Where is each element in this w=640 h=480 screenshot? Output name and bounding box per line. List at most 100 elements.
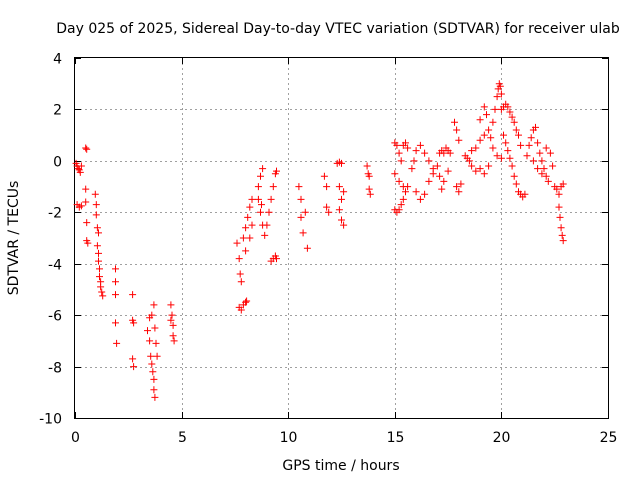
data-point [395,149,403,157]
data-point [440,177,448,185]
data-point [476,116,484,124]
data-point [148,311,156,319]
data-point [233,239,241,247]
data-point [95,257,102,265]
data-point [112,278,119,286]
data-point [91,190,99,198]
data-point [297,195,305,203]
data-point [338,195,345,203]
data-point [558,231,566,239]
data-point [508,162,516,170]
data-point [397,201,405,209]
data-point [150,386,158,394]
data-point [506,108,514,116]
data-point [517,141,525,149]
data-point [489,118,497,126]
data-point [536,149,544,157]
data-point [453,126,461,134]
data-point [84,239,92,247]
y-tick-label: -2 [48,206,62,222]
data-point [412,147,420,155]
data-point [147,352,155,360]
data-point [393,141,401,149]
y-tick-label: -10 [39,412,62,428]
data-point [97,283,105,291]
data-point [472,167,480,175]
data-point [273,255,280,263]
data-point [555,190,563,198]
data-point [559,180,567,188]
data-point [335,183,343,191]
data-point [559,237,567,245]
data-point [408,165,416,173]
data-point [465,157,473,165]
data-point [112,319,119,327]
data-point [433,162,441,170]
data-point [257,172,264,180]
data-point [391,170,399,178]
data-point [129,355,137,363]
data-point [429,170,437,178]
data-point [455,188,463,196]
y-tick-label: 0 [53,155,62,171]
data-point [402,188,409,196]
data-point [525,141,533,149]
data-point [144,327,151,335]
data-point [487,134,495,142]
data-point [553,185,561,193]
data-point [365,172,373,180]
data-point [510,118,518,126]
data-point [416,195,424,203]
data-point [235,255,243,263]
data-point [295,183,303,191]
data-point [542,172,550,180]
data-point [538,170,546,178]
data-point [404,144,412,152]
data-point [476,136,484,144]
data-point [167,316,175,324]
data-point [246,234,254,242]
data-point [425,177,433,185]
data-point [440,149,448,157]
data-point [555,203,563,211]
data-point [82,185,90,193]
data-point [521,190,529,198]
data-point [483,111,490,119]
data-point [263,221,271,229]
data-point [538,157,546,165]
data-point [82,144,90,152]
data-point [395,206,403,214]
data-point [96,265,103,273]
data-point [169,332,177,340]
data-point [421,190,429,198]
data-point [457,180,465,188]
data-point [151,324,159,332]
data-point [254,183,262,191]
y-tick-label: -8 [48,361,62,377]
data-point [549,162,557,170]
data-point [168,311,176,319]
data-point [493,152,501,160]
y-tick-label: -4 [48,258,62,274]
data-point [453,183,461,191]
data-point [410,157,418,165]
data-point [149,368,157,376]
data-point [506,154,514,162]
data-point [436,172,444,180]
tick-labels: 0 5 10 15 20 25 -10 -8 -6 -4 -2 0 2 4 [39,52,617,447]
data-point [152,339,160,347]
x-tick-label: 20 [493,430,511,446]
data-point [246,203,254,211]
data-point [340,188,348,196]
data-point [515,131,522,139]
x-tick-label: 5 [178,430,187,446]
data-point [113,339,121,347]
data-point [76,168,84,176]
data-point [534,165,542,173]
data-point [248,195,256,203]
data-point [399,183,407,191]
data-point [512,126,520,134]
data-point [480,170,488,178]
data-point [150,301,158,309]
